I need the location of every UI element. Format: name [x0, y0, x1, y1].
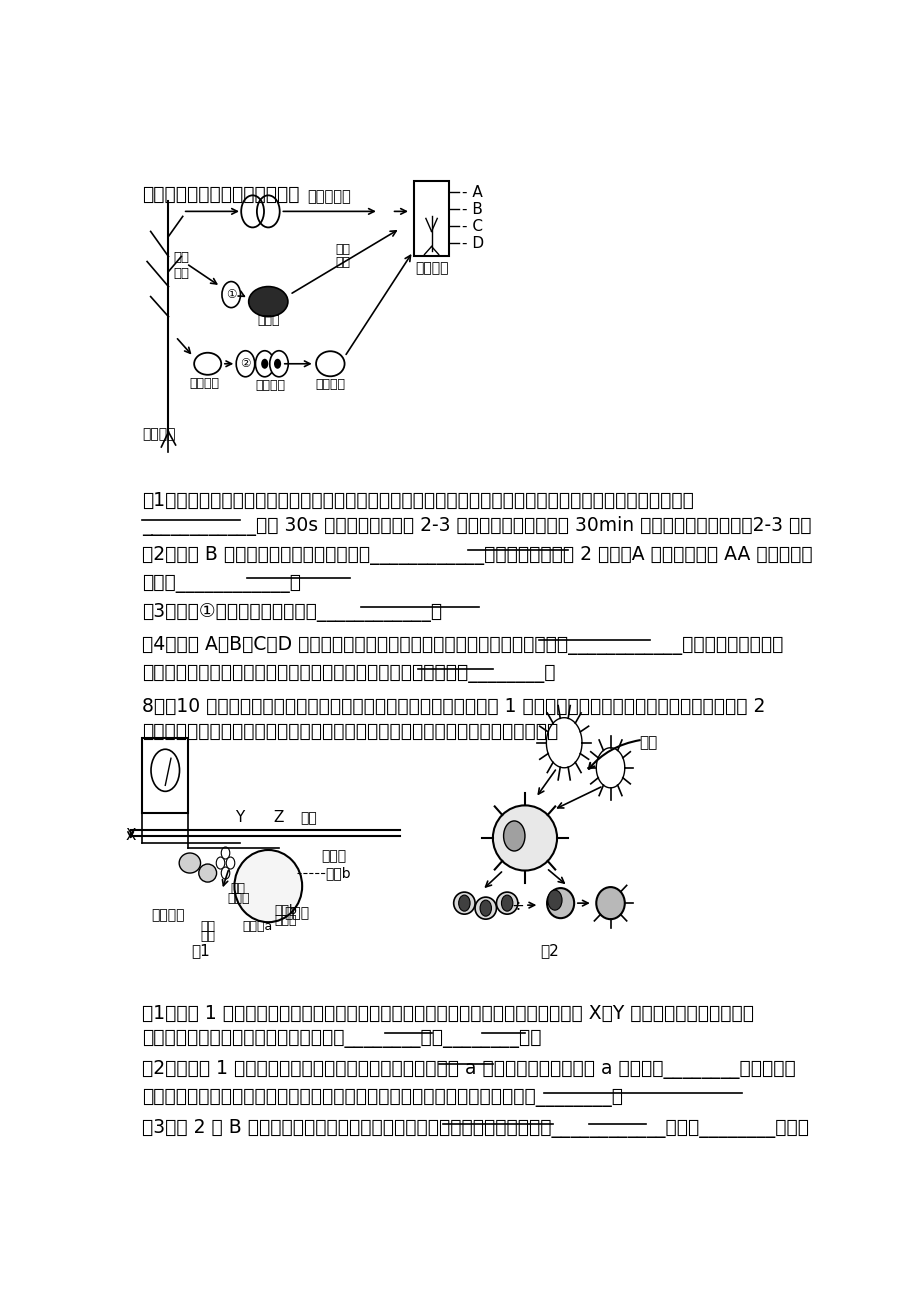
Text: 激素b: 激素b	[275, 904, 297, 917]
Text: （2）如果图 1 代表人在抵御寒冷时的部分调节过程，分泌物 a 作用于垂体，则分泌物 a 最可能是________激素，该激: （2）如果图 1 代表人在抵御寒冷时的部分调节过程，分泌物 a 作用于垂体，则分…	[142, 1060, 795, 1079]
Text: ____________消毒 30s 后，用无菌水清洗 2-3 次，再用次氯酸钠处理 30min 后，立即用无菌水清洗2-3 次。: ____________消毒 30s 后，用无菌水清洗 2-3 次，再用次氯酸钠…	[142, 516, 811, 535]
Text: X: X	[125, 828, 136, 844]
Bar	[414, 181, 448, 256]
Text: 离体细胞: 离体细胞	[189, 376, 219, 389]
Ellipse shape	[234, 850, 301, 922]
Text: 子代植株: 子代植株	[414, 262, 448, 276]
Circle shape	[480, 900, 491, 917]
Text: （1）植物组织培养过程中，外植体需要进行消毒处理。利用图中的部分叶片进行植物组织培养时，需将其先用: （1）植物组织培养过程中，外植体需要进行消毒处理。利用图中的部分叶片进行植物组织…	[142, 491, 693, 509]
Text: 后根: 后根	[335, 255, 350, 268]
Text: 前膜: 前膜	[200, 930, 215, 943]
Text: 原生质体: 原生质体	[255, 379, 285, 392]
Text: 血液: 血液	[300, 811, 317, 825]
Text: 叶片: 叶片	[174, 267, 189, 280]
Ellipse shape	[547, 888, 573, 918]
Circle shape	[459, 894, 470, 911]
Text: - A: - A	[461, 185, 482, 199]
Circle shape	[255, 350, 274, 376]
Bar	[142, 738, 188, 812]
Ellipse shape	[199, 865, 216, 881]
Text: 分别为____________。: 分别为____________。	[142, 574, 301, 592]
Ellipse shape	[316, 352, 345, 376]
Ellipse shape	[179, 853, 200, 874]
Text: 分泌物a: 分泌物a	[243, 921, 272, 934]
Circle shape	[236, 350, 255, 376]
Ellipse shape	[248, 286, 288, 316]
Text: 胚状体: 胚状体	[256, 314, 279, 327]
Text: Z: Z	[274, 810, 284, 825]
Text: ②: ②	[240, 357, 251, 370]
Ellipse shape	[453, 892, 474, 914]
Text: 8．（10 分）内环境稳态是机体进行正常生命活动的必要条件。如图 1 表示人体维持内环境稳态的几种调节方式，图 2: 8．（10 分）内环境稳态是机体进行正常生命活动的必要条件。如图 1 表示人体维…	[142, 697, 765, 716]
Ellipse shape	[493, 806, 557, 871]
Text: 部分: 部分	[174, 251, 189, 264]
Text: 激，可观察到电表指针的偏转次数分别是________次和________次。: 激，可观察到电表指针的偏转次数分别是________次和________次。	[142, 1029, 541, 1048]
Text: 递质: 递质	[231, 881, 245, 894]
Text: 细胞甲: 细胞甲	[284, 906, 309, 921]
Text: （1）如图 1 所示，在神经纤维膜外放置两个电极，并连接到一个电表上，如果分别在 X、Y 处给予一个适宜的相同刺: （1）如图 1 所示，在神经纤维膜外放置两个电极，并连接到一个电表上，如果分别在…	[142, 1004, 754, 1023]
Circle shape	[221, 867, 230, 879]
Circle shape	[221, 281, 240, 307]
Circle shape	[221, 848, 230, 859]
Circle shape	[547, 891, 562, 910]
Text: 图1: 图1	[191, 943, 210, 958]
Text: - C: - C	[461, 219, 482, 234]
Text: Y: Y	[235, 810, 244, 825]
Text: ÷: ÷	[511, 897, 524, 913]
Ellipse shape	[596, 887, 624, 919]
Text: （3）图 2 中 B 淋巴细胞识别入侵的病毒后，在淋巴因子作用下，经过细胞的____________，形成________细胞。: （3）图 2 中 B 淋巴细胞识别入侵的病毒后，在淋巴因子作用下，经过细胞的__…	[142, 1120, 808, 1138]
Text: 图2: 图2	[540, 943, 559, 958]
Circle shape	[226, 857, 234, 868]
Text: 的受体: 的受体	[275, 914, 297, 927]
Circle shape	[501, 894, 512, 911]
Text: 细胞制成临时装片观察中期细胞，可观察到的染色体组数目分别为________。: 细胞制成临时装片观察中期细胞，可观察到的染色体组数目分别为________。	[142, 664, 555, 684]
Text: （4）图中 A、B、C、D 过程都能得到一种高度液泡化的薄壁细胞组成的结构是____________，某同学取上述薄壁: （4）图中 A、B、C、D 过程都能得到一种高度液泡化的薄壁细胞组成的结构是__…	[142, 635, 783, 655]
Text: - B: - B	[461, 202, 482, 217]
Circle shape	[261, 359, 268, 368]
Text: 为新型冠状病毒侵入后，人体内发生的部分免疫反应示意图，请据图回答下列问题：: 为新型冠状病毒侵入后，人体内发生的部分免疫反应示意图，请据图回答下列问题：	[142, 723, 558, 741]
Circle shape	[503, 822, 525, 852]
Text: 突触: 突触	[200, 921, 215, 934]
Text: （3）图中①需经过的生理过程是____________。: （3）图中①需经过的生理过程是____________。	[142, 603, 442, 622]
Ellipse shape	[194, 353, 221, 375]
Text: 素分泌后是弥散在内环境中的，但激素释放到内环境后仅作用于靶细胞，原因是________。: 素分泌后是弥散在内环境中的，但激素释放到内环境后仅作用于靶细胞，原因是_____…	[142, 1088, 622, 1107]
Text: 细胞乙: 细胞乙	[322, 849, 346, 863]
Text: - D: - D	[461, 236, 483, 251]
Text: 单倍体植株: 单倍体植株	[307, 189, 350, 204]
Text: 神经末梢: 神经末梢	[152, 909, 185, 922]
Text: 融合细胞: 融合细胞	[315, 378, 345, 391]
Text: （2）经过 B 过程获得的子代植株基因型为____________，子代再连续自交 2 代后，A 的基因频率和 AA 基因型频率: （2）经过 B 过程获得的子代植株基因型为____________，子代再连续自…	[142, 546, 811, 565]
Circle shape	[274, 359, 281, 368]
Circle shape	[216, 857, 224, 868]
Text: 机体: 机体	[639, 736, 656, 750]
Text: 激素b: 激素b	[325, 866, 350, 880]
Text: 的受体: 的受体	[227, 892, 249, 905]
Ellipse shape	[496, 892, 517, 914]
Text: 亲本植株: 亲本植株	[142, 427, 176, 441]
Text: ①: ①	[226, 288, 236, 301]
Ellipse shape	[474, 897, 496, 919]
Text: 先芽: 先芽	[335, 243, 350, 256]
Circle shape	[269, 350, 288, 376]
Text: 殖过程，请据图回答下列问题：: 殖过程，请据图回答下列问题：	[142, 185, 300, 204]
